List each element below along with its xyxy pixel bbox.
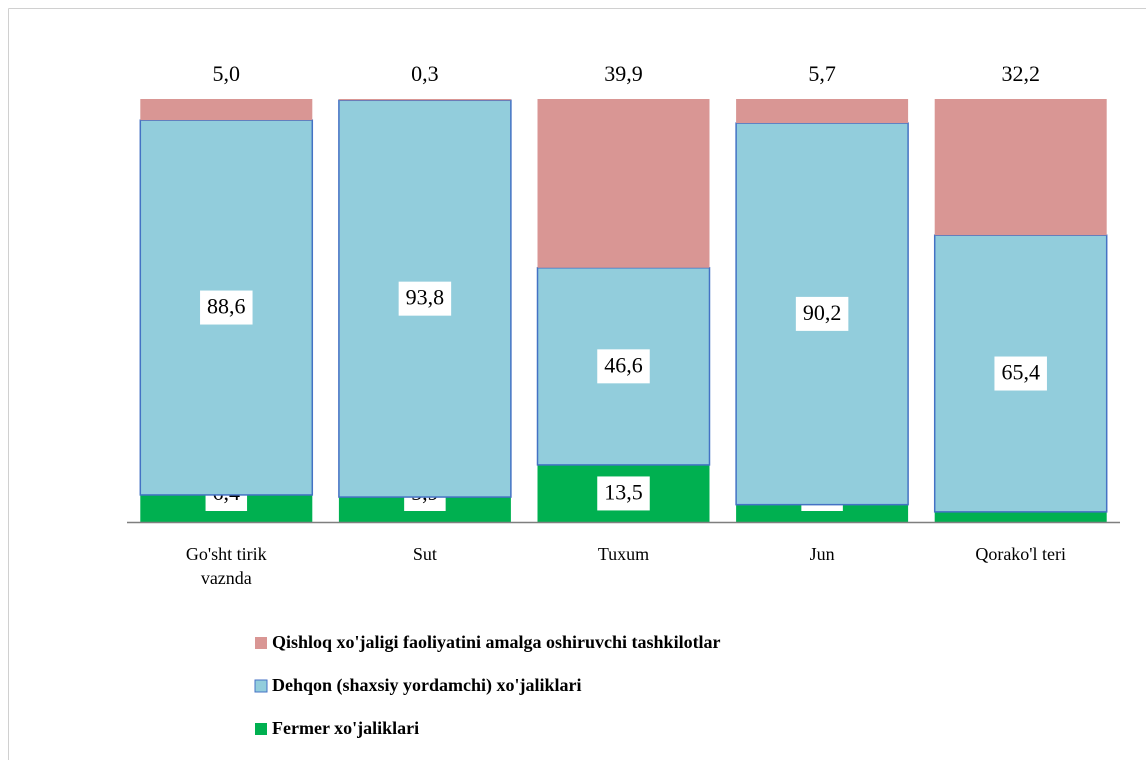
data-label-group: 13,5 xyxy=(597,476,650,511)
legend-label: Fermer xo'jaliklari xyxy=(272,718,419,738)
data-label: 65,4 xyxy=(1001,360,1040,385)
data-label-box xyxy=(398,281,452,316)
data-label: 13,5 xyxy=(604,479,643,504)
data-label-group: 88,6 xyxy=(200,290,253,325)
data-label-box xyxy=(795,296,849,331)
x-tick-label: Sut xyxy=(413,544,437,564)
bar-segment xyxy=(338,99,511,101)
legend-swatch xyxy=(255,637,267,649)
data-label-group: 65,4 xyxy=(994,356,1047,391)
data-label: 90,2 xyxy=(803,300,842,325)
data-label: 39,9 xyxy=(604,61,643,86)
data-label: 88,6 xyxy=(207,294,246,319)
legend-label: Qishloq xo'jaligi faoliyatini amalga osh… xyxy=(272,632,721,652)
data-label-group: 90,2 xyxy=(795,296,849,331)
x-tick-label: Qorako'l teri xyxy=(975,544,1066,564)
data-label: 32,2 xyxy=(1001,61,1040,86)
x-tick-label: Jun xyxy=(810,544,835,564)
data-label: 93,8 xyxy=(406,285,445,310)
bar-segment xyxy=(537,99,710,268)
data-label-box xyxy=(994,356,1047,391)
data-label-group: 46,6 xyxy=(597,349,650,384)
legend-swatch xyxy=(255,723,267,735)
bar-segment xyxy=(934,511,1107,522)
x-tick-label: Tuxum xyxy=(598,544,649,564)
bar-segment xyxy=(140,99,313,121)
data-label-box xyxy=(597,349,650,384)
bar-segment xyxy=(736,99,909,124)
bar-segment xyxy=(736,504,909,522)
data-label-box xyxy=(597,476,650,511)
data-label: 5,0 xyxy=(213,61,241,86)
bar-segment xyxy=(934,99,1107,236)
legend-swatch xyxy=(254,679,268,693)
data-label-group: 93,8 xyxy=(398,281,452,316)
x-tick-label: Go'sht tirik vaznda xyxy=(186,544,267,588)
data-label: 46,6 xyxy=(604,352,643,377)
legend-label: Dehqon (shaxsiy yordamchi) xo'jaliklari xyxy=(272,675,582,696)
data-label-box xyxy=(200,290,253,325)
data-label: 0,3 xyxy=(411,61,439,86)
data-label: 5,7 xyxy=(808,61,836,86)
